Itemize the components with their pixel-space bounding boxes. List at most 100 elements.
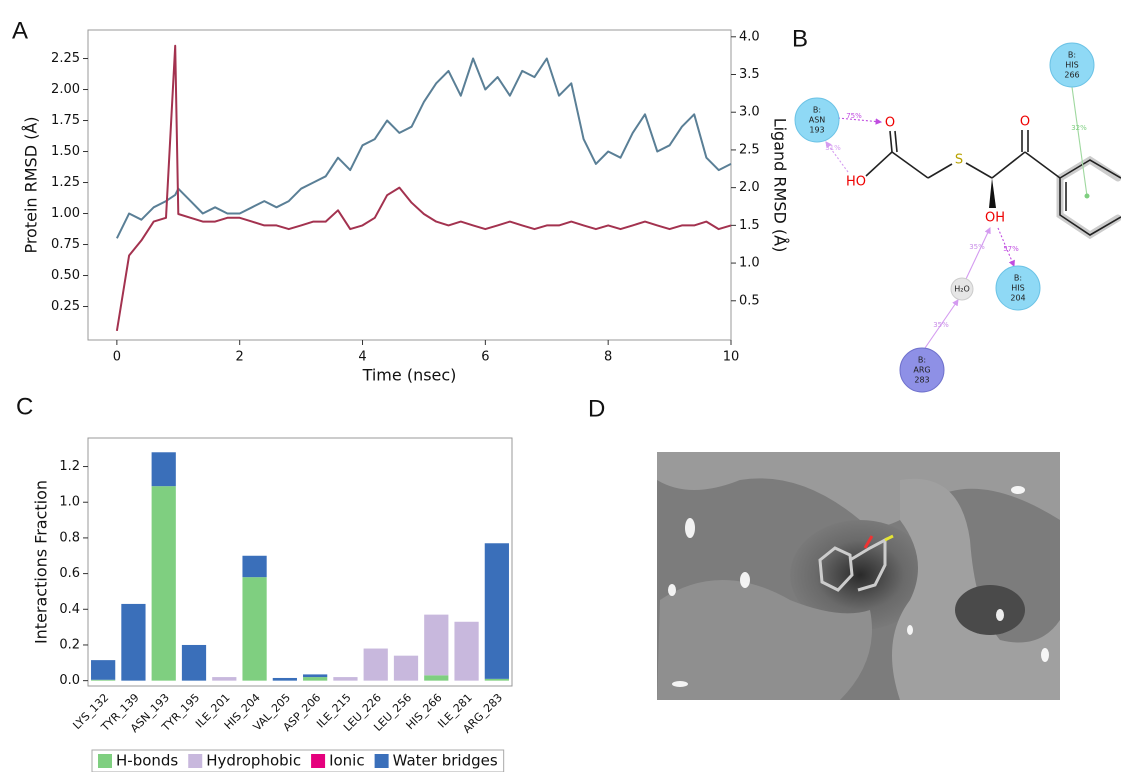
residue-label: HIS	[1011, 284, 1024, 293]
interaction-label: 35%	[933, 321, 949, 329]
bar-segment	[91, 660, 115, 680]
panel-label: B	[792, 25, 808, 52]
bar-segment	[242, 556, 266, 577]
plot-frame	[88, 30, 731, 340]
bar-segment	[394, 656, 418, 681]
residue: B: HIS 204	[996, 266, 1040, 310]
x-tick-label: 10	[723, 350, 740, 365]
bar-segment	[333, 677, 357, 681]
y-axis-label: Protein RMSD (Å)	[22, 116, 41, 253]
y-tick-label: 4.0	[739, 29, 760, 44]
atom: O	[885, 116, 895, 131]
residue-label: B:	[1068, 51, 1076, 60]
interaction-diagram: O O HO S OH 75% 31% 32% 35% 57% 35% B: A…	[795, 43, 1121, 392]
bar-segment	[152, 452, 176, 486]
atom: OH	[985, 211, 1005, 226]
x-tick-label: 0	[113, 350, 121, 365]
residue-label: 283	[914, 376, 929, 385]
legend-swatch	[311, 754, 325, 768]
residue-label: HIS	[1065, 61, 1078, 70]
bar-segment	[273, 678, 297, 681]
y-tick-label: 3.5	[739, 67, 760, 82]
interaction-label: 31%	[825, 144, 841, 152]
y-tick-label: 1.2	[59, 459, 80, 474]
y-tick-label: 1.00	[51, 206, 80, 221]
x-tick-label: 4	[358, 350, 366, 365]
residue: B: ASN 193	[795, 98, 839, 142]
bar-segment	[152, 486, 176, 680]
wedge-bond	[989, 178, 996, 208]
y-tick-label: 3.0	[739, 105, 760, 120]
residue: B: ARG 283	[900, 348, 944, 392]
y-tick-label: 0.75	[51, 237, 80, 252]
interaction-label: 75%	[846, 112, 862, 120]
water-label: H₂O	[954, 285, 970, 294]
legend-label: H-bonds	[116, 752, 178, 770]
residue-label: 193	[809, 126, 824, 135]
y-tick-label: 0.50	[51, 268, 80, 283]
y-tick-label: 0.25	[51, 299, 80, 314]
y-tick-label: 2.5	[739, 142, 760, 157]
interaction-label: 57%	[1003, 245, 1019, 253]
y-tick-label: 2.00	[51, 82, 80, 97]
legend-swatch	[188, 754, 202, 768]
y-tick-label: 0.6	[59, 566, 80, 581]
legend-swatch	[98, 754, 112, 768]
y-tick-label: 0.5	[739, 293, 760, 308]
bar-segment	[91, 680, 115, 681]
y2-axis-label: Ligand RMSD (Å)	[771, 118, 790, 253]
bar-segment	[424, 675, 448, 680]
bar-segment	[303, 674, 327, 677]
bar-segment	[182, 645, 206, 681]
residue-label: B:	[813, 106, 821, 115]
x-tick-label: 6	[481, 350, 489, 365]
residue-label: 204	[1010, 294, 1025, 303]
surface-image	[657, 452, 1060, 700]
legend-label: Water bridges	[393, 752, 498, 770]
y-tick-label: 1.0	[59, 495, 80, 510]
y-tick-label: 1.50	[51, 144, 80, 159]
bar-segment	[485, 543, 509, 679]
legend-label: Ionic	[329, 752, 365, 770]
y-tick-label: 1.5	[739, 218, 760, 233]
y-tick-label: 2.25	[51, 51, 80, 66]
panel-label: A	[12, 17, 28, 44]
y-tick-label: 1.0	[739, 256, 760, 271]
bar-segment	[121, 604, 145, 681]
panel-label: C	[16, 393, 33, 420]
atom: HO	[846, 175, 866, 190]
y-tick-label: 2.0	[739, 180, 760, 195]
residue-label: ARG	[913, 366, 930, 375]
x-tick-label: 8	[604, 350, 612, 365]
x-tick-label: 2	[236, 350, 244, 365]
residue-label: 266	[1064, 71, 1079, 80]
y-tick-label: 1.75	[51, 113, 80, 128]
y-tick-label: 0.2	[59, 637, 80, 652]
legend-swatch	[375, 754, 389, 768]
x-axis-label: Time (nsec)	[362, 366, 457, 385]
interaction-label: 32%	[1071, 124, 1087, 132]
water: H₂O	[951, 278, 973, 300]
y-axis-label: Interactions Fraction	[32, 480, 51, 644]
interaction-label: 35%	[969, 243, 985, 251]
atom: O	[1020, 115, 1030, 130]
atom: S	[955, 153, 963, 168]
data-line	[117, 59, 731, 239]
bar-segment	[485, 679, 509, 681]
residue-label: B:	[918, 356, 926, 365]
y-tick-label: 0.4	[59, 602, 80, 617]
pi-center	[1085, 194, 1090, 199]
bar-segment	[454, 622, 478, 681]
interaction-lines	[826, 87, 1087, 348]
bar-segment	[212, 677, 236, 681]
panel-label: D	[588, 395, 605, 422]
data-line	[117, 46, 731, 331]
y-tick-label: 1.25	[51, 175, 80, 190]
residue-label: B:	[1014, 274, 1022, 283]
y-tick-label: 0.8	[59, 530, 80, 545]
residue-label: ASN	[809, 116, 826, 125]
legend-label: Hydrophobic	[206, 752, 301, 770]
bar-segment	[242, 577, 266, 680]
bar-segment	[364, 649, 388, 681]
bar-segment	[424, 615, 448, 676]
